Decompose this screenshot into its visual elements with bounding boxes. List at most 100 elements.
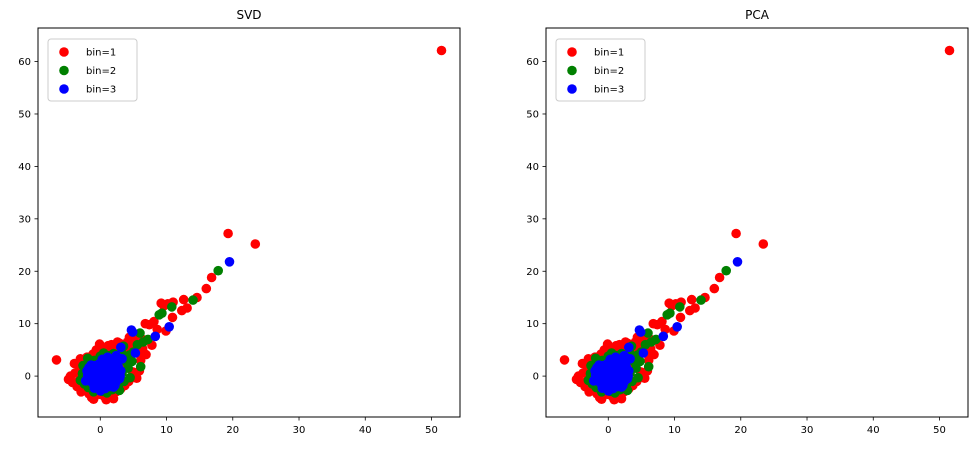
scatter-point-bin=3 xyxy=(732,257,743,267)
scatter-point-bin=1 xyxy=(51,355,62,365)
y-tick-label: 60 xyxy=(18,57,31,68)
x-tick-label: 50 xyxy=(933,425,946,436)
scatter-point-bin=1 xyxy=(758,239,769,249)
legend-label-bin=1: bin=1 xyxy=(86,48,116,59)
y-tick-label: 0 xyxy=(533,372,539,383)
scatter-point-bin=1 xyxy=(108,393,119,404)
legend-box xyxy=(47,38,138,102)
legend-label-bin=2: bin=2 xyxy=(594,66,624,77)
y-tick-label: 20 xyxy=(18,267,31,278)
scatter-point-bin=2 xyxy=(721,265,731,276)
subplot-svd: 0 10 20 30 40 500102030405060SVDbin=1bin=2bin… xyxy=(18,8,461,436)
legend-label-bin=3: bin=3 xyxy=(86,85,116,96)
scatter-point-bin=1 xyxy=(250,239,261,249)
y-tick-label: 30 xyxy=(18,214,31,225)
scatter-point-bin=3 xyxy=(116,342,126,353)
scatter-point-bin=2 xyxy=(135,328,145,338)
scatter-point-bin=3 xyxy=(623,371,633,381)
x-tick-label: 0 xyxy=(605,425,611,436)
axes-spines-svd xyxy=(37,27,461,418)
scatter-point-bin=2 xyxy=(167,302,177,312)
axes-spines-pca xyxy=(545,27,969,418)
scatter-point-bin=1 xyxy=(664,298,674,309)
legend-marker-bin=2 xyxy=(567,65,577,76)
subplot-title-svd: SVD xyxy=(236,8,261,22)
scatter-point-bin=2 xyxy=(188,295,198,305)
scatter-point-bin=3 xyxy=(592,362,602,373)
scatter-point-bin=3 xyxy=(618,380,628,391)
scatter-point-bin=2 xyxy=(696,295,706,305)
x-tick-label: 20 xyxy=(734,425,747,436)
scatter-point-bin=1 xyxy=(141,349,151,360)
scatter-point-bin=2 xyxy=(213,265,223,276)
scatter-point-bin=2 xyxy=(125,372,135,383)
scatter-point-bin=1 xyxy=(559,355,570,365)
scatter-point-bin=1 xyxy=(648,318,659,329)
scatter-point-bin=1 xyxy=(140,318,151,329)
scatter-point-bin=1 xyxy=(685,305,695,316)
scatter-point-bin=1 xyxy=(649,349,659,360)
x-tick-label: 0 xyxy=(97,425,103,436)
x-tick-label: 40 xyxy=(867,425,880,436)
subplot-pca: 0 10 20 30 40 500102030405060PCAbin=1bin=2bin… xyxy=(526,8,969,436)
y-tick-label: 60 xyxy=(526,57,539,68)
legend-svd: bin=1 bin=2 bin=3 xyxy=(47,38,138,102)
legend-marker-bin=3 xyxy=(567,84,577,94)
scatter-point-bin=1 xyxy=(88,394,99,405)
scatter-point-bin=1 xyxy=(156,298,166,309)
legend-marker-bin=3 xyxy=(59,84,69,94)
y-tick-label: 20 xyxy=(526,267,539,278)
scatter-point-bin=1 xyxy=(223,228,233,239)
y-tick-label: 50 xyxy=(18,109,31,120)
legend-marker-bin=2 xyxy=(59,65,69,76)
scatter-point-bin=2 xyxy=(635,356,645,367)
scatter-point-bin=3 xyxy=(164,322,174,332)
y-tick-label: 0 xyxy=(25,372,31,383)
scatter-point-bin=1 xyxy=(201,283,212,294)
subplot-title-pca: PCA xyxy=(745,8,770,22)
scatter-point-bin=3 xyxy=(672,322,682,332)
scatter-point-bin=3 xyxy=(84,362,94,373)
scatter-point-bin=3 xyxy=(638,348,649,358)
scatter-point-bin=3 xyxy=(624,342,634,353)
scatter-point-bin=3 xyxy=(115,371,125,381)
y-tick-label: 40 xyxy=(526,162,539,173)
scatter-point-bin=3 xyxy=(658,331,669,342)
legend-marker-bin=1 xyxy=(567,47,577,57)
scatter-point-bin=2 xyxy=(135,361,146,372)
scatter-point-bin=1 xyxy=(686,294,697,305)
y-tick-label: 10 xyxy=(18,319,31,330)
legend-marker-bin=1 xyxy=(59,47,69,57)
legend-label-bin=2: bin=2 xyxy=(86,66,116,77)
x-tick-label: 20 xyxy=(226,425,239,436)
scatter-point-bin=2 xyxy=(633,372,643,383)
series-bin=3 xyxy=(80,257,235,396)
scatter-point-bin=1 xyxy=(714,272,725,283)
scatter-point-bin=1 xyxy=(596,394,607,405)
x-tick-label: 30 xyxy=(293,425,306,436)
scatter-point-bin=1 xyxy=(602,339,613,349)
scatter-point-bin=1 xyxy=(94,339,105,349)
scatter-point-bin=1 xyxy=(178,294,189,305)
scatter-point-bin=2 xyxy=(143,334,153,345)
scatter-point-bin=2 xyxy=(154,310,164,320)
y-tick-label: 50 xyxy=(526,109,539,120)
scatter-point-bin=1 xyxy=(675,312,686,323)
scatter-point-bin=3 xyxy=(150,331,161,342)
scatter-point-bin=2 xyxy=(643,328,653,338)
scatter-point-bin=3 xyxy=(126,325,137,335)
scatter-point-bin=3 xyxy=(588,376,599,386)
scatter-point-bin=3 xyxy=(80,376,91,386)
scatter-point-bin=3 xyxy=(130,348,141,358)
x-tick-label: 10 xyxy=(160,425,173,436)
scatter-point-bin=1 xyxy=(436,45,447,56)
scatter-point-bin=3 xyxy=(600,381,611,392)
y-tick-label: 40 xyxy=(18,162,31,173)
scatter-point-bin=1 xyxy=(944,45,955,56)
x-tick-label: 40 xyxy=(359,425,372,436)
scatter-point-bin=1 xyxy=(571,374,582,385)
y-tick-label: 10 xyxy=(526,319,539,330)
scatter-point-bin=3 xyxy=(622,353,632,364)
series-bin=3 xyxy=(588,257,743,396)
